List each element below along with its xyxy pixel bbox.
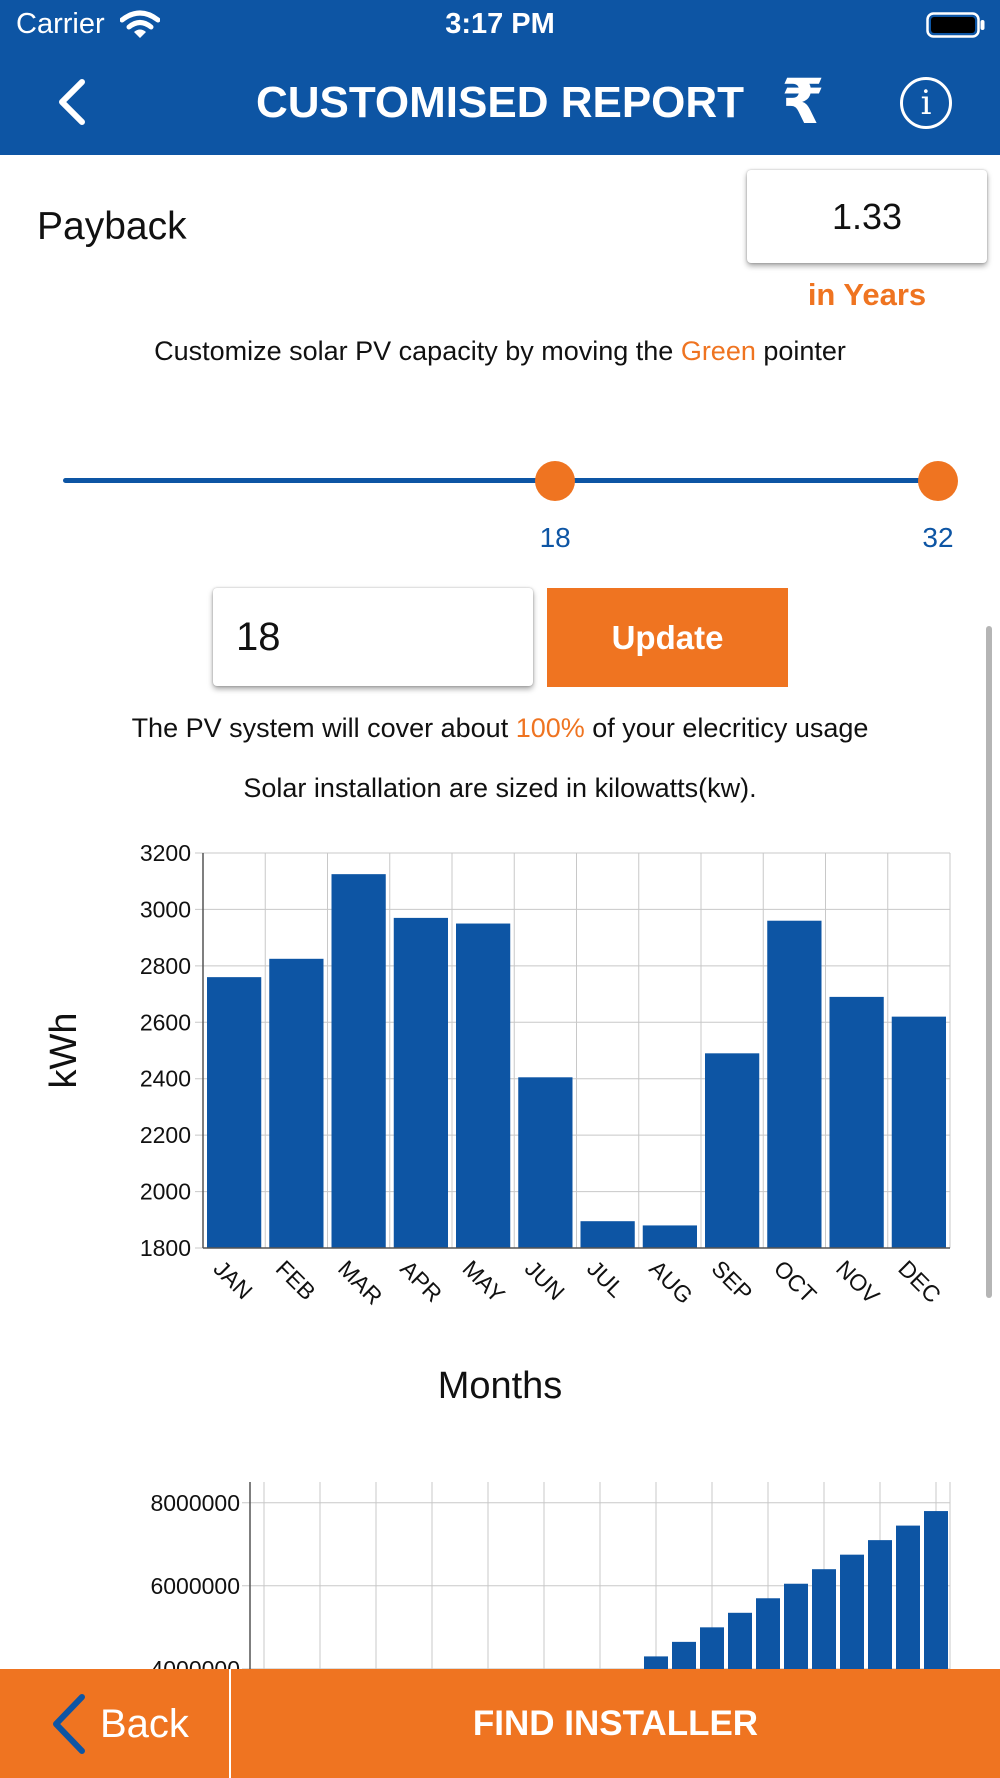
x-tick-label: DEC: [893, 1255, 946, 1308]
info-icon[interactable]: i: [900, 77, 952, 129]
back-arrow-icon[interactable]: [52, 72, 92, 132]
y-axis-title: kWh: [43, 1013, 85, 1089]
carrier-label: Carrier: [16, 8, 105, 40]
y-tick-label: 2400: [140, 1066, 191, 1092]
instruction-prefix: Customize solar PV capacity by moving th…: [154, 336, 681, 366]
payback-unit-label: in Years: [807, 277, 927, 312]
bar-jun: [518, 1077, 573, 1248]
y-tick-label: 1800: [140, 1235, 191, 1261]
cumulative-bar: [924, 1511, 948, 1669]
bar-sep: [705, 1053, 760, 1248]
x-tick-label: SEP: [707, 1255, 758, 1306]
bottom-divider: [229, 1669, 231, 1778]
back-chevron-icon: [53, 1694, 85, 1754]
find-installer-button[interactable]: FIND INSTALLER: [472, 1704, 759, 1743]
cumulative-bar: [868, 1540, 892, 1669]
x-tick-label: AUG: [644, 1255, 698, 1309]
cumulative-bar: [672, 1641, 696, 1669]
bottom-back-button[interactable]: Back: [0, 1669, 229, 1778]
slider-thumb-max[interactable]: [918, 461, 958, 501]
slider-current-label: 18: [539, 522, 571, 553]
y-tick-label: 2200: [140, 1122, 191, 1148]
y-tick-label: 2600: [140, 1009, 191, 1035]
y-tick-label: 2000: [140, 1179, 191, 1205]
y-tick-label: 6000000: [150, 1573, 240, 1599]
y-tick-label: 3000: [140, 896, 191, 922]
y-tick-label: 8000000: [150, 1490, 240, 1516]
bar-oct: [767, 920, 822, 1248]
capacity-slider-track[interactable]: [63, 478, 938, 483]
x-tick-label: MAY: [458, 1255, 510, 1307]
x-tick-label: APR: [395, 1255, 447, 1307]
cumulative-savings-chart: 4000000 6000000 8000000: [150, 1482, 951, 1669]
navigation-bar: CUSTOMISED REPORT ₹ i: [0, 50, 1000, 155]
slider-instruction: Customize solar PV capacity by moving th…: [0, 336, 1000, 367]
bottom-action-bar: Back FIND INSTALLER: [0, 1669, 1000, 1778]
bar-aug: [642, 1225, 697, 1248]
coverage-suffix: of your elecriticy usage: [584, 713, 869, 743]
x-tick-label: FEB: [271, 1255, 321, 1305]
cumulative-bar: [756, 1598, 780, 1669]
status-bar: Carrier 3:17 PM: [0, 0, 1000, 50]
bar-mar: [331, 874, 386, 1248]
cumulative-bar: [644, 1656, 668, 1669]
x-tick-label: JUN: [520, 1255, 570, 1305]
bar-jul: [580, 1221, 635, 1248]
bar-jan: [207, 977, 262, 1248]
payback-value-field: 1.33: [747, 170, 987, 263]
y-tick-label: 4000000: [150, 1656, 240, 1669]
instruction-highlight: Green: [680, 336, 756, 366]
x-tick-label: MAR: [333, 1255, 388, 1310]
bar-dec: [891, 1016, 946, 1248]
x-tick-label: OCT: [769, 1255, 822, 1308]
scroll-indicator[interactable]: [986, 626, 992, 1298]
coverage-prefix: The PV system will cover about: [131, 713, 516, 743]
wifi-icon: [120, 10, 160, 38]
cumulative-bar: [840, 1554, 864, 1669]
capacity-input[interactable]: 18: [213, 588, 533, 686]
bar-feb: [269, 958, 324, 1248]
y-tick-label: 3200: [140, 840, 191, 866]
cumulative-bar: [728, 1612, 752, 1669]
slider-thumb-current[interactable]: [535, 461, 576, 501]
rupee-icon[interactable]: ₹: [781, 65, 825, 138]
cumulative-bar: [784, 1583, 808, 1669]
coverage-percent: 100%: [515, 713, 585, 743]
cumulative-bar: [812, 1569, 836, 1669]
slider-max-label: 32: [922, 522, 954, 553]
bar-nov: [829, 996, 884, 1248]
x-axis-title: Months: [438, 1365, 563, 1407]
x-tick-label: NOV: [831, 1255, 885, 1309]
cumulative-bar: [700, 1627, 724, 1669]
bar-apr: [393, 917, 448, 1248]
coverage-text: The PV system will cover about 100% of y…: [0, 713, 1000, 744]
instruction-suffix: pointer: [755, 336, 846, 366]
payback-label: Payback: [37, 205, 187, 248]
page-title: CUSTOMISED REPORT: [255, 78, 745, 127]
bar-may: [456, 923, 511, 1248]
bottom-back-label: Back: [100, 1702, 189, 1746]
x-tick-label: JUL: [582, 1255, 629, 1302]
battery-icon: [926, 12, 985, 38]
y-tick-label: 2800: [140, 953, 191, 979]
cumulative-bar: [896, 1525, 920, 1669]
status-time: 3:17 PM: [445, 8, 555, 40]
sizing-note: Solar installation are sized in kilowatt…: [243, 773, 757, 803]
update-button[interactable]: Update: [547, 588, 788, 687]
x-tick-label: JAN: [209, 1255, 258, 1304]
